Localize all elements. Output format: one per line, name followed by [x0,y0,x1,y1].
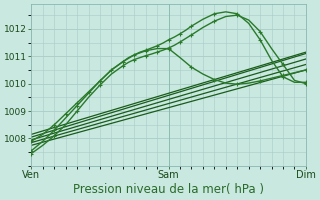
X-axis label: Pression niveau de la mer( hPa ): Pression niveau de la mer( hPa ) [73,183,264,196]
